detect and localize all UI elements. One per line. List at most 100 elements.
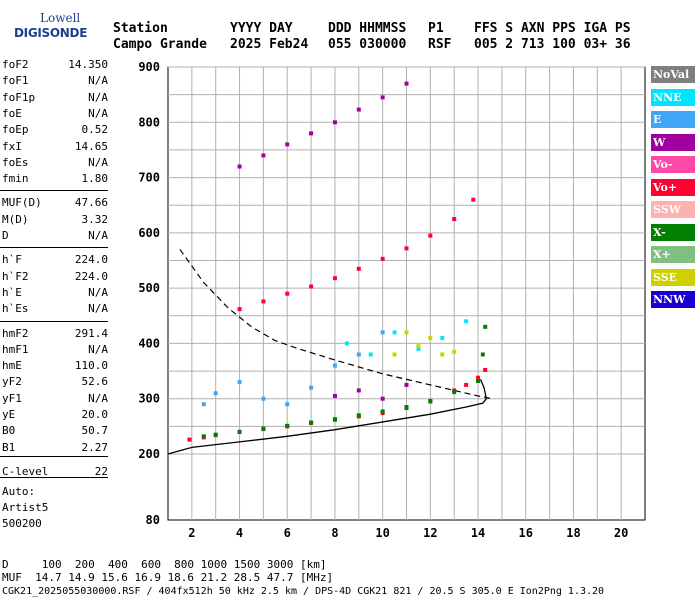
echo-point bbox=[237, 429, 242, 434]
echo-point bbox=[440, 335, 445, 340]
echo-point bbox=[332, 363, 337, 368]
param-value: N/A bbox=[88, 285, 108, 299]
param-row: foF1 N/A bbox=[2, 74, 108, 90]
legend-item: Vo+ bbox=[651, 178, 695, 196]
param-value: 110.0 bbox=[74, 359, 108, 373]
param-name: foEp bbox=[2, 123, 29, 137]
x-tick-label: 10 bbox=[375, 526, 389, 540]
param-row: h`Es N/A bbox=[2, 302, 108, 318]
muf-row: MUF 14.7 14.9 15.6 16.9 18.6 21.2 28.5 4… bbox=[2, 571, 334, 584]
param-row: yF2 52.6 bbox=[2, 375, 108, 391]
param-name: h`Es bbox=[2, 302, 29, 316]
param-value: 14.350 bbox=[68, 58, 108, 71]
time-values: 055 030000 bbox=[328, 37, 407, 52]
x-tick-label: 12 bbox=[423, 526, 437, 540]
param-value: 291.4 bbox=[74, 326, 108, 340]
echo-point bbox=[404, 246, 409, 251]
echo-point bbox=[344, 341, 349, 346]
profile-curve bbox=[167, 379, 488, 455]
param-value: N/A bbox=[88, 74, 108, 88]
y-tick-label: 700 bbox=[138, 171, 160, 185]
echo-point bbox=[471, 197, 476, 202]
echo-point bbox=[332, 417, 337, 422]
date-values: 2025 Feb24 bbox=[230, 37, 309, 52]
param-row: foEp 0.52 bbox=[2, 123, 108, 139]
param-row: yE 20.0 bbox=[2, 408, 108, 424]
param-name: foF1p bbox=[2, 90, 36, 104]
auto-label: Auto: bbox=[2, 485, 36, 498]
param-value: 1.80 bbox=[81, 172, 109, 186]
legend-item: NNW bbox=[651, 291, 695, 308]
echo-point bbox=[356, 388, 361, 393]
echo-point bbox=[309, 385, 314, 390]
legend-item: NoVal bbox=[651, 66, 695, 83]
echo-point bbox=[480, 352, 485, 357]
echo-point bbox=[416, 346, 421, 351]
param-value: 20.0 bbox=[81, 408, 109, 421]
file-info: CGK21_2025055030000.RSF / 404fx512h 50 k… bbox=[2, 586, 605, 597]
y-tick-label: 900 bbox=[138, 60, 160, 74]
param-name: foEs bbox=[2, 155, 29, 169]
param-row: M(D) 3.32 bbox=[2, 213, 108, 229]
station-label: Station bbox=[113, 21, 168, 36]
x-tick-label: 14 bbox=[471, 526, 485, 540]
echo-point bbox=[392, 352, 397, 357]
echo-point bbox=[285, 142, 290, 147]
echo-point bbox=[261, 396, 266, 401]
echo-point bbox=[201, 402, 206, 407]
param-value: N/A bbox=[88, 90, 108, 104]
param-value: N/A bbox=[88, 155, 108, 169]
param-name: foE bbox=[2, 106, 22, 120]
muf-curve bbox=[179, 249, 493, 400]
echo-point bbox=[464, 382, 469, 387]
echo-point bbox=[452, 217, 457, 222]
legend-item: E bbox=[651, 111, 695, 128]
legend-item: X- bbox=[651, 223, 695, 241]
legend-item: SSE bbox=[651, 268, 695, 286]
logo-digisonde: DIGISONDE bbox=[14, 26, 88, 40]
echo-point bbox=[332, 393, 337, 398]
echo-point bbox=[356, 413, 361, 418]
param-row: B0 50.7 bbox=[2, 424, 108, 440]
param-separator bbox=[0, 247, 108, 248]
echo-point bbox=[483, 367, 488, 372]
param-row: h`E N/A bbox=[2, 286, 108, 302]
param-name: MUF(D) bbox=[2, 196, 42, 210]
p1-value: RSF bbox=[428, 37, 452, 52]
echo-point bbox=[404, 81, 409, 86]
echo-point bbox=[261, 426, 266, 431]
legend-item: X+ bbox=[651, 246, 695, 263]
param-name: fmin bbox=[2, 172, 29, 186]
echo-point bbox=[404, 330, 409, 335]
echo-point bbox=[356, 352, 361, 357]
param-name: B1 bbox=[2, 440, 16, 454]
echo-point bbox=[380, 256, 385, 261]
echo-point bbox=[476, 375, 481, 380]
date-labels: YYYY DAY bbox=[230, 21, 293, 36]
param-name: hmE bbox=[2, 359, 22, 373]
logo-lowell: Lowell bbox=[40, 11, 81, 25]
param-row: foF1p N/A bbox=[2, 91, 108, 107]
echo-point bbox=[464, 319, 469, 324]
legend-item: SSW bbox=[651, 201, 695, 218]
y-tick-label: 80 bbox=[146, 513, 160, 527]
x-tick-label: 4 bbox=[236, 526, 243, 540]
y-tick-label: 600 bbox=[138, 226, 160, 240]
echo-point bbox=[309, 420, 314, 425]
x-tick-label: 2 bbox=[188, 526, 195, 540]
param-row: MUF(D) 47.66 bbox=[2, 196, 108, 212]
param-value: 52.6 bbox=[81, 375, 109, 389]
auto-code: 500200 bbox=[2, 517, 42, 530]
param-row: foE N/A bbox=[2, 107, 108, 123]
y-tick-label: 300 bbox=[138, 392, 160, 406]
y-tick-label: 500 bbox=[138, 281, 160, 295]
param-value: N/A bbox=[88, 106, 108, 120]
param-name: yF1 bbox=[2, 391, 22, 405]
echo-point bbox=[237, 307, 242, 312]
echo-point bbox=[380, 95, 385, 100]
param-name: h`F2 bbox=[2, 269, 29, 283]
y-tick-label: 800 bbox=[138, 115, 160, 129]
echo-point bbox=[428, 398, 433, 403]
x-tick-label: 16 bbox=[519, 526, 533, 540]
